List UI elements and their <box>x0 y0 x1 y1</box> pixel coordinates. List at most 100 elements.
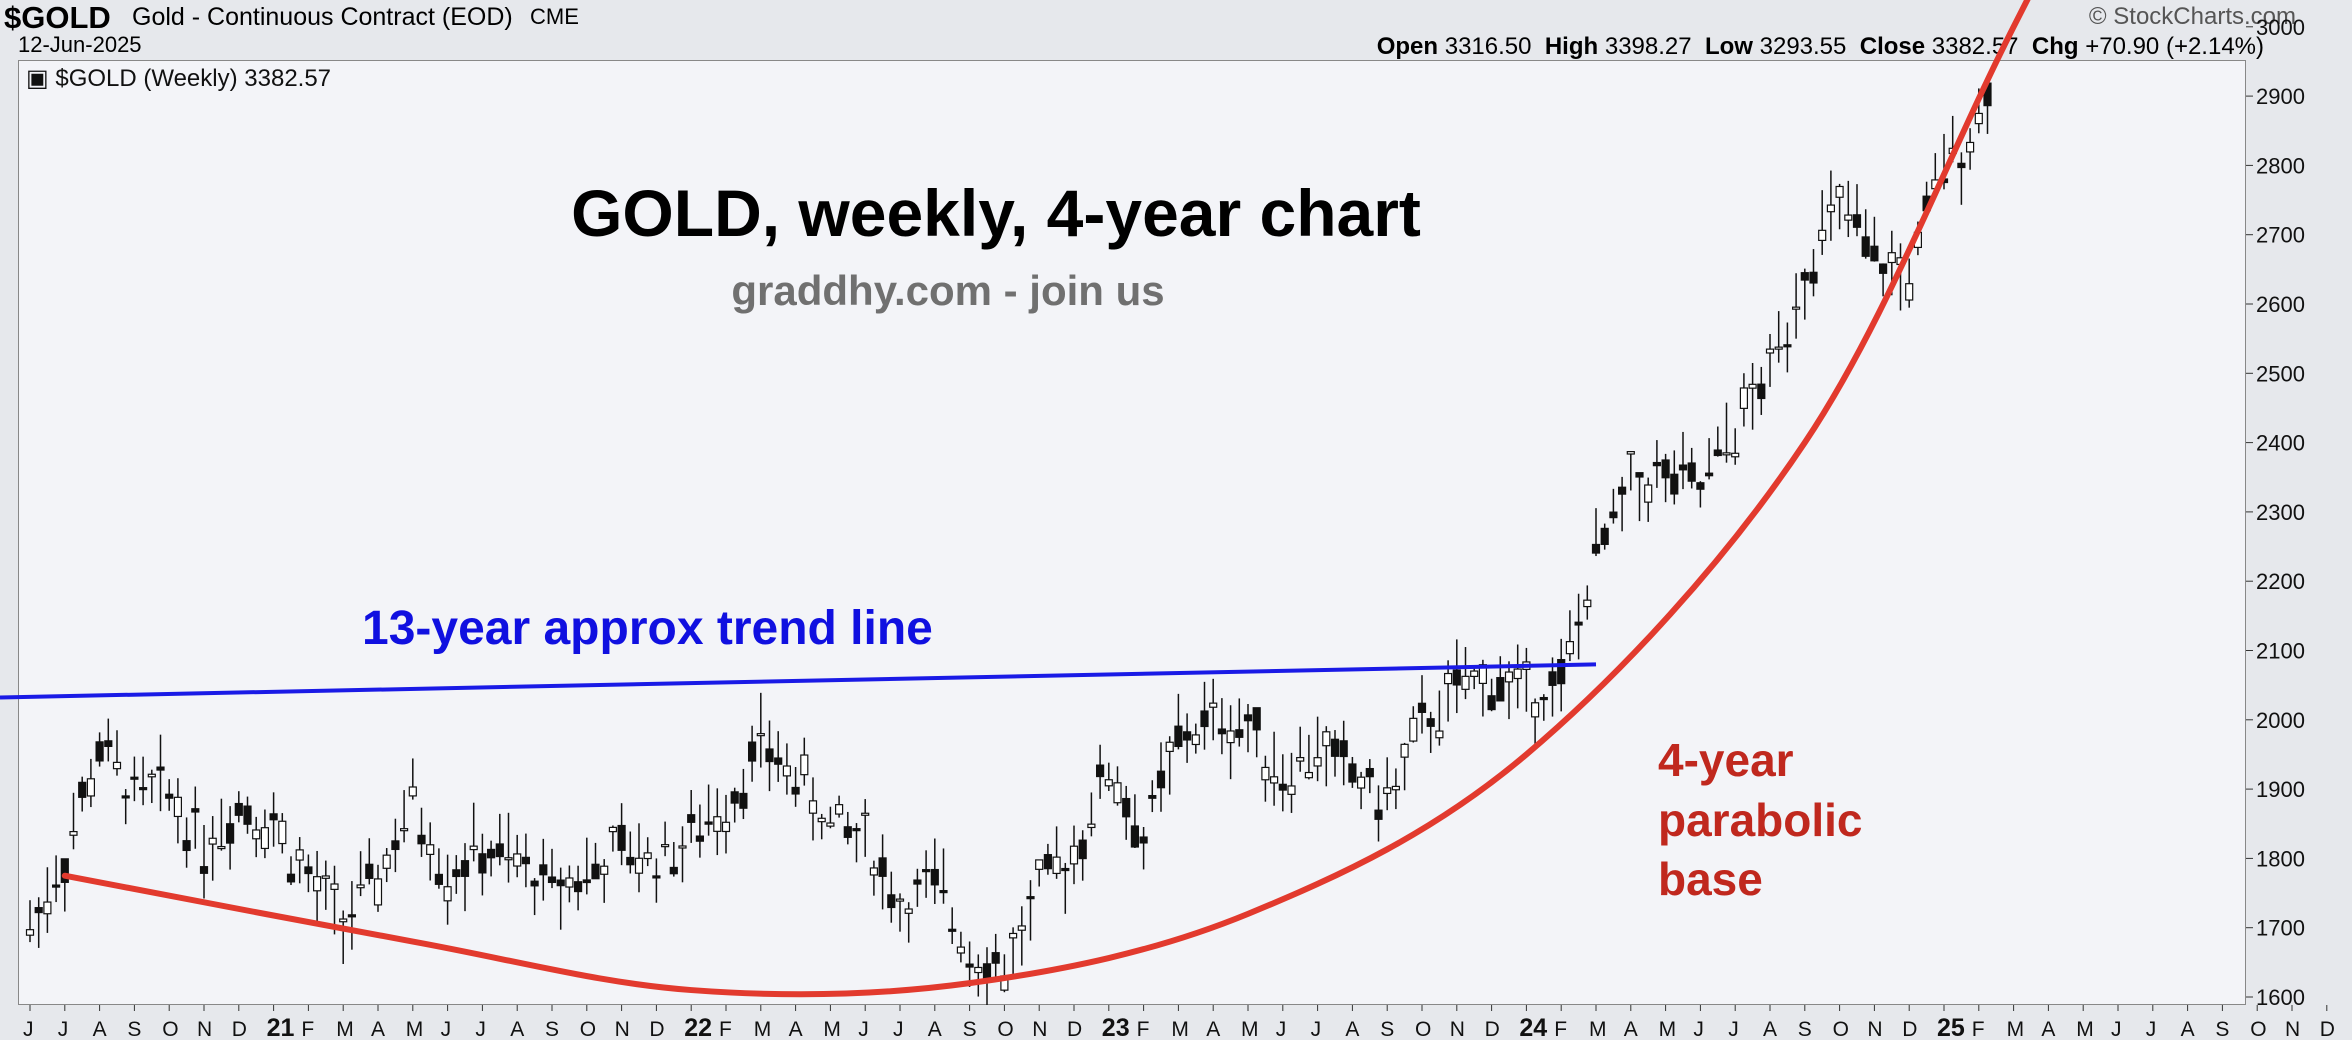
annotation-trend-line: 13-year approx trend line <box>362 602 933 655</box>
price-bar-body <box>1644 484 1653 503</box>
price-bar-body <box>1993 39 2000 41</box>
price-bar-body <box>60 858 69 883</box>
price-bar-body <box>1252 707 1261 731</box>
price-bar-body <box>1035 859 1044 870</box>
price-bar-body <box>1113 782 1122 804</box>
x-tick-label: F <box>1554 1018 1567 1040</box>
price-bar-body <box>1104 779 1113 787</box>
price-bar-body <box>1530 702 1540 718</box>
price-bar-body <box>1296 756 1305 762</box>
price-bar-body <box>278 820 287 845</box>
price-bar-body <box>478 853 487 874</box>
price-bar-body <box>112 761 122 770</box>
price-bar-body <box>1461 675 1470 690</box>
x-tick-label: 22 <box>684 1014 712 1040</box>
price-bar-body <box>1052 856 1061 875</box>
price-bar-body <box>243 805 252 825</box>
price-bar-body <box>1844 214 1853 221</box>
price-bar-body <box>1635 472 1644 478</box>
x-tick-label: A <box>1763 1018 1777 1040</box>
x-tick-label: J <box>858 1018 869 1040</box>
x-tick-label: J <box>1728 1018 1739 1040</box>
x-tick-label: N <box>1867 1018 1882 1040</box>
price-bar-body <box>1417 702 1427 713</box>
price-bar-body <box>600 865 609 875</box>
price-bar-body <box>130 776 139 780</box>
price-bar-body <box>791 786 800 795</box>
price-bar-body <box>878 857 887 877</box>
x-tick-label: D <box>1067 1018 1082 1040</box>
y-tick-label: 1800 <box>2256 846 2305 871</box>
price-bar-body <box>739 792 748 809</box>
chg-value: +70.90 (+2.14%) <box>2085 33 2264 60</box>
price-bar-body <box>1278 783 1287 791</box>
x-tick-label: D <box>2320 1018 2335 1040</box>
price-bar-body <box>687 814 696 823</box>
parabolic-base-curve <box>61 0 2031 998</box>
price-bar-body <box>156 766 165 771</box>
price-bar-body <box>504 857 513 861</box>
price-bar-body <box>25 929 35 936</box>
price-bar-body <box>417 834 426 845</box>
price-bar-body <box>443 886 452 902</box>
x-tick-label: M <box>1171 1018 1189 1040</box>
close-label: Close <box>1859 33 1926 60</box>
price-bar-body <box>1365 767 1374 778</box>
price-bar-body <box>69 831 78 836</box>
y-tick-label: 3000 <box>2256 15 2305 40</box>
price-bar-body <box>1609 511 1618 519</box>
price-bar-body <box>304 866 313 875</box>
x-tick-label: A <box>1206 1018 1220 1040</box>
x-tick-label: F <box>301 1018 314 1040</box>
price-bar-body <box>1130 825 1140 848</box>
price-bar-body <box>34 907 43 914</box>
y-tick-label: 2600 <box>2256 292 2305 317</box>
price-bar-body <box>1078 839 1087 860</box>
price-bar-body <box>86 778 96 797</box>
price-bar-body <box>286 873 296 883</box>
price-bar-body <box>347 914 356 918</box>
x-tick-label: S <box>545 1018 559 1040</box>
price-bar-body <box>260 827 269 850</box>
price-bar-body <box>765 748 774 763</box>
price-bar-body <box>1809 271 1818 284</box>
price-bar-body <box>217 845 226 850</box>
price-bar-body <box>1661 459 1670 479</box>
price-bar-body <box>1713 449 1722 457</box>
price-bar-body <box>1739 387 1749 409</box>
price-bar-body <box>1209 702 1218 708</box>
annotation-parabolic-base: 4-year <box>1658 734 1794 786</box>
price-bar-body <box>1974 112 1983 125</box>
x-tick-label: A <box>93 1018 107 1040</box>
price-bar-body <box>948 928 957 932</box>
price-bar-body <box>1391 785 1401 791</box>
price-bar-body <box>1878 263 1888 274</box>
price-bar-body <box>834 804 844 815</box>
price-bar-body <box>173 796 182 818</box>
price-bar-body <box>356 884 365 889</box>
exchange-label: CME <box>530 4 579 29</box>
price-bar-body <box>1356 776 1366 789</box>
price-bar-body <box>634 857 644 874</box>
x-tick-label: 25 <box>1937 1014 1965 1040</box>
price-bar-body <box>1061 867 1070 872</box>
price-bar-body <box>704 821 713 825</box>
x-tick-label: S <box>127 1018 141 1040</box>
price-bar-body <box>147 773 156 778</box>
price-bar-body <box>1957 162 1966 169</box>
price-bar-body <box>678 845 687 849</box>
price-bar-body <box>643 852 652 860</box>
x-tick-label: A <box>2181 1018 2195 1040</box>
price-bar-body <box>939 890 948 894</box>
price-bar-body <box>330 883 339 890</box>
price-bar-body <box>321 875 330 879</box>
price-bar-body <box>965 963 974 968</box>
legend-series-label: ▣ $GOLD (Weekly) 3382.57 <box>26 65 331 92</box>
x-tick-label: O <box>580 1018 596 1040</box>
price-bar-body <box>434 873 443 885</box>
y-tick-label: 2500 <box>2256 361 2305 386</box>
trend-line <box>0 662 1597 700</box>
price-bar-body <box>452 869 461 878</box>
